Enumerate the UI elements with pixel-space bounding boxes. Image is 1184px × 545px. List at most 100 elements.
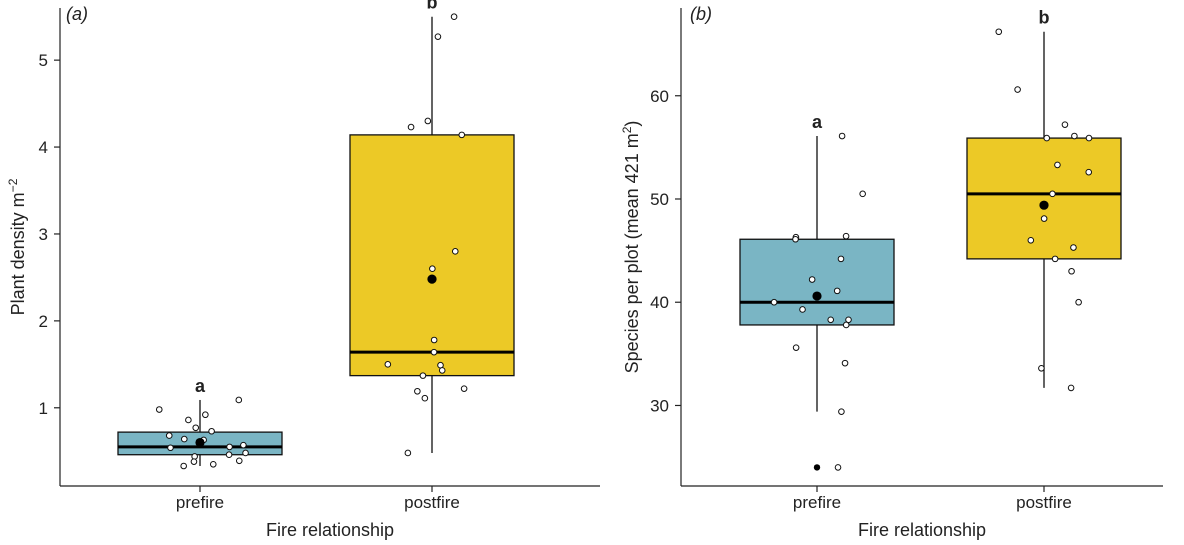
x-axis-title: Fire relationship xyxy=(266,520,394,540)
y-tick-label: 30 xyxy=(650,396,669,415)
data-point xyxy=(165,432,173,439)
y-tick-label: 60 xyxy=(650,87,669,106)
data-point xyxy=(242,449,249,457)
data-point xyxy=(1085,134,1093,142)
y-axis-title: Plant density m−2 xyxy=(6,178,28,315)
data-point xyxy=(1071,132,1078,140)
data-point xyxy=(180,435,188,443)
points-postfire xyxy=(384,13,468,457)
data-point xyxy=(458,131,466,139)
data-point xyxy=(1068,267,1075,275)
data-point xyxy=(1085,168,1093,176)
panel-label: (a) xyxy=(66,4,88,24)
data-point xyxy=(460,385,468,392)
y-axis-title-superscript: −2 xyxy=(6,178,20,192)
significance-letter: a xyxy=(812,112,823,132)
data-point xyxy=(1075,298,1082,306)
y-tick-label: 2 xyxy=(39,312,48,331)
data-point xyxy=(1054,161,1061,169)
data-point xyxy=(191,453,198,460)
significance-letter: b xyxy=(427,0,438,13)
panel-label: (b) xyxy=(690,4,712,24)
data-point xyxy=(209,460,217,468)
data-point xyxy=(421,394,429,402)
data-point xyxy=(424,117,432,125)
data-point xyxy=(407,123,415,131)
y-tick-label: 40 xyxy=(650,293,669,312)
box-postfire: b xyxy=(966,8,1122,388)
box-postfire: b xyxy=(349,0,515,453)
box-iqr xyxy=(966,137,1122,260)
box-iqr xyxy=(739,238,895,326)
y-axis-title: Species per plot (mean 421 m2) xyxy=(620,121,642,374)
data-point xyxy=(202,411,209,419)
data-point xyxy=(192,424,200,432)
y-axis-title-main: Plant density m xyxy=(8,192,28,315)
data-point xyxy=(808,276,816,283)
data-point xyxy=(842,321,850,329)
significance-letter: b xyxy=(1039,8,1050,28)
points-prefire xyxy=(770,132,866,471)
data-point xyxy=(838,132,846,140)
data-point xyxy=(845,316,852,324)
data-point xyxy=(430,348,438,356)
data-point xyxy=(450,13,458,20)
box-iqr xyxy=(349,134,515,377)
y-tick-label: 5 xyxy=(39,51,48,70)
data-point xyxy=(235,396,243,404)
x-axis-title: Fire relationship xyxy=(858,520,986,540)
x-tick-label: prefire xyxy=(176,493,224,512)
data-point xyxy=(792,235,799,243)
data-point xyxy=(1061,121,1069,128)
data-point xyxy=(1027,236,1035,244)
box-prefire: a xyxy=(117,376,283,467)
mean-point xyxy=(1039,200,1049,210)
chart-panel-a: 1 2 3 4 5 prefire postfire Fire relationship Pla… xyxy=(6,0,600,540)
data-point xyxy=(1049,190,1056,198)
chart-panel-b: 30 40 50 60 prefire postfire Fire relationship… xyxy=(620,4,1163,540)
data-point xyxy=(429,265,436,273)
data-point xyxy=(451,248,459,255)
significance-letter: a xyxy=(195,376,206,396)
data-point xyxy=(995,28,1003,36)
data-point xyxy=(1043,134,1051,142)
data-point xyxy=(834,464,842,471)
data-point xyxy=(1038,365,1045,372)
data-point xyxy=(833,287,841,295)
data-point xyxy=(1067,384,1075,392)
mean-point xyxy=(812,291,822,301)
data-point xyxy=(1040,215,1048,222)
data-point xyxy=(190,458,198,465)
data-point xyxy=(235,457,243,465)
x-tick-label: postfire xyxy=(1016,493,1072,512)
y-axis-title-suffix: ) xyxy=(622,121,642,127)
data-point xyxy=(1070,244,1077,251)
data-point xyxy=(226,443,233,451)
mean-point xyxy=(427,274,437,284)
data-point xyxy=(225,451,233,459)
data-point xyxy=(838,408,845,415)
data-point xyxy=(1051,255,1059,263)
y-tick-label: 4 xyxy=(39,138,48,157)
box-prefire: a xyxy=(739,112,895,471)
data-point xyxy=(419,372,427,379)
data-point xyxy=(827,316,835,324)
data-point xyxy=(404,449,412,457)
y-axis-title-superscript: 2 xyxy=(620,126,634,133)
data-point xyxy=(185,416,192,424)
data-point xyxy=(859,190,866,198)
data-point xyxy=(841,359,849,367)
data-point xyxy=(430,336,438,344)
data-point xyxy=(770,298,778,306)
data-point xyxy=(240,441,247,449)
x-tick-label: postfire xyxy=(404,493,460,512)
data-point xyxy=(434,33,442,40)
data-point xyxy=(837,255,845,263)
data-point xyxy=(167,444,174,452)
data-point xyxy=(414,387,421,395)
outlier-point xyxy=(813,464,821,471)
data-point xyxy=(799,306,806,313)
data-point xyxy=(180,462,187,470)
y-tick-label: 50 xyxy=(650,190,669,209)
